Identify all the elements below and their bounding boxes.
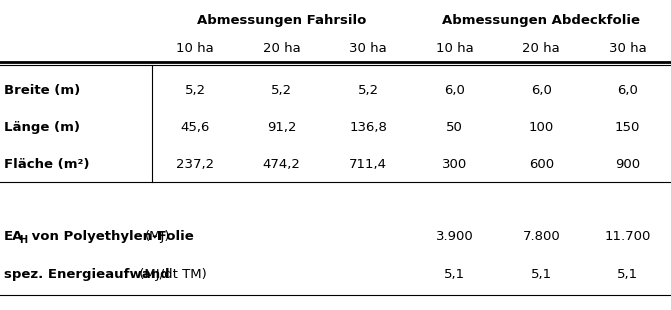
Text: Abmessungen Fahrsilo: Abmessungen Fahrsilo <box>197 14 366 27</box>
Text: 5,1: 5,1 <box>444 268 465 281</box>
Text: von Polyethylen-Folie: von Polyethylen-Folie <box>27 230 194 243</box>
Text: 100: 100 <box>529 121 554 134</box>
Text: 50: 50 <box>446 121 463 134</box>
Text: 300: 300 <box>442 158 468 171</box>
Text: 10 ha: 10 ha <box>436 42 474 55</box>
Text: 30 ha: 30 ha <box>609 42 647 55</box>
Text: spez. Energieaufwand: spez. Energieaufwand <box>4 268 170 281</box>
Text: Abmessungen Abdeckfolie: Abmessungen Abdeckfolie <box>442 14 640 27</box>
Text: 5,2: 5,2 <box>271 84 293 97</box>
Text: 5,1: 5,1 <box>617 268 638 281</box>
Text: 30 ha: 30 ha <box>350 42 387 55</box>
Text: H: H <box>19 235 27 245</box>
Text: 7.800: 7.800 <box>523 230 560 243</box>
Text: 45,6: 45,6 <box>180 121 210 134</box>
Text: 11.700: 11.700 <box>605 230 651 243</box>
Text: 5,1: 5,1 <box>531 268 552 281</box>
Text: 711,4: 711,4 <box>349 158 387 171</box>
Text: EA: EA <box>4 230 23 243</box>
Text: 600: 600 <box>529 158 554 171</box>
Text: 237,2: 237,2 <box>176 158 214 171</box>
Text: 136,8: 136,8 <box>350 121 387 134</box>
Text: 474,2: 474,2 <box>263 158 301 171</box>
Text: 6,0: 6,0 <box>531 84 552 97</box>
Text: 5,2: 5,2 <box>185 84 206 97</box>
Text: 6,0: 6,0 <box>617 84 638 97</box>
Text: Fläche (m²): Fläche (m²) <box>4 158 89 171</box>
Text: Länge (m): Länge (m) <box>4 121 80 134</box>
Text: 3.900: 3.900 <box>436 230 474 243</box>
Text: 150: 150 <box>615 121 640 134</box>
Text: 900: 900 <box>615 158 640 171</box>
Text: (MJ/dt TM): (MJ/dt TM) <box>135 268 207 281</box>
Text: 20 ha: 20 ha <box>523 42 560 55</box>
Text: Breite (m): Breite (m) <box>4 84 81 97</box>
Text: 5,2: 5,2 <box>358 84 379 97</box>
Text: 20 ha: 20 ha <box>263 42 301 55</box>
Text: (MJ): (MJ) <box>145 230 170 243</box>
Text: 6,0: 6,0 <box>444 84 465 97</box>
Text: 91,2: 91,2 <box>267 121 297 134</box>
Text: 10 ha: 10 ha <box>176 42 214 55</box>
